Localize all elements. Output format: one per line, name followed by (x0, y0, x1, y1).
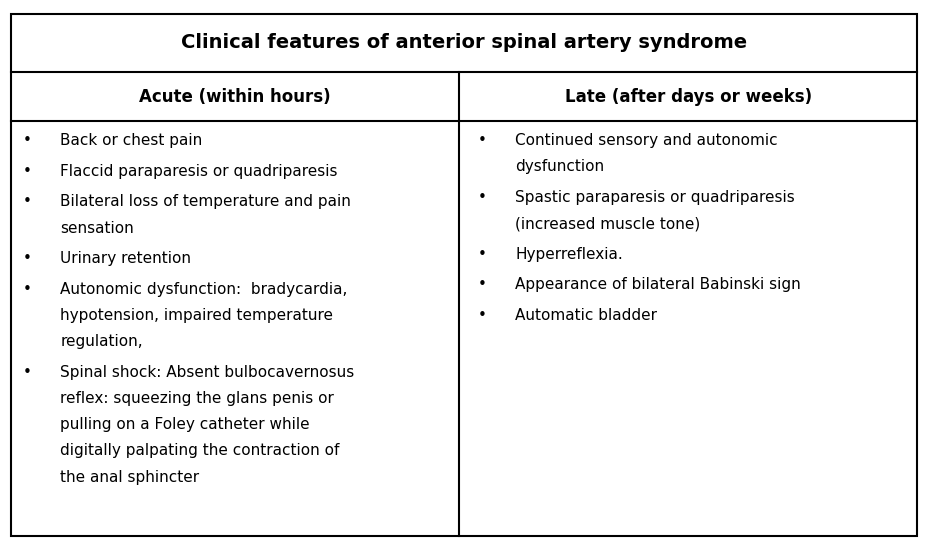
Text: dysfunction: dysfunction (514, 159, 603, 174)
Text: reflex: squeezing the glans penis or: reflex: squeezing the glans penis or (60, 391, 334, 406)
FancyBboxPatch shape (11, 14, 916, 536)
Text: Urinary retention: Urinary retention (60, 251, 191, 266)
Text: (increased muscle tone): (increased muscle tone) (514, 216, 700, 231)
Text: •: • (477, 190, 487, 205)
Text: Acute (within hours): Acute (within hours) (139, 88, 331, 105)
Text: •: • (23, 365, 32, 379)
Text: Hyperreflexia.: Hyperreflexia. (514, 247, 622, 262)
Text: Back or chest pain: Back or chest pain (60, 133, 202, 148)
Text: sensation: sensation (60, 221, 133, 235)
Text: Automatic bladder: Automatic bladder (514, 308, 656, 323)
Text: Appearance of bilateral Babinski sign: Appearance of bilateral Babinski sign (514, 277, 800, 292)
Text: regulation,: regulation, (60, 334, 143, 349)
Text: Bilateral loss of temperature and pain: Bilateral loss of temperature and pain (60, 194, 350, 209)
Text: pulling on a Foley catheter while: pulling on a Foley catheter while (60, 417, 310, 432)
Text: Flaccid paraparesis or quadriparesis: Flaccid paraparesis or quadriparesis (60, 164, 337, 179)
Text: •: • (23, 133, 32, 148)
Text: •: • (477, 133, 487, 148)
Text: hypotension, impaired temperature: hypotension, impaired temperature (60, 308, 333, 323)
Text: Spinal shock: Absent bulbocavernosus: Spinal shock: Absent bulbocavernosus (60, 365, 354, 379)
Text: Late (after days or weeks): Late (after days or weeks) (564, 88, 811, 105)
Text: •: • (23, 282, 32, 296)
Text: •: • (477, 247, 487, 262)
Text: Spastic paraparesis or quadriparesis: Spastic paraparesis or quadriparesis (514, 190, 794, 205)
Text: •: • (477, 308, 487, 323)
Text: •: • (23, 164, 32, 179)
Text: digitally palpating the contraction of: digitally palpating the contraction of (60, 443, 339, 458)
Text: Continued sensory and autonomic: Continued sensory and autonomic (514, 133, 777, 148)
Text: Autonomic dysfunction:  bradycardia,: Autonomic dysfunction: bradycardia, (60, 282, 348, 296)
Text: •: • (23, 194, 32, 209)
Text: the anal sphincter: the anal sphincter (60, 470, 199, 484)
Text: •: • (23, 251, 32, 266)
Text: Clinical features of anterior spinal artery syndrome: Clinical features of anterior spinal art… (181, 33, 746, 52)
Text: •: • (477, 277, 487, 292)
